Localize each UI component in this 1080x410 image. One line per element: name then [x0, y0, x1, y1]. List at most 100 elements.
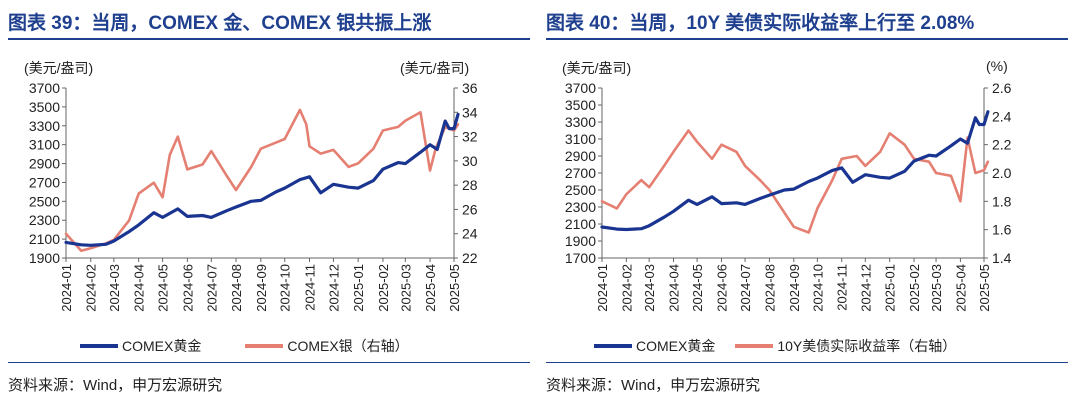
x-axis-tick-label: 2024-09 [787, 264, 802, 312]
x-axis-tick-label: 2025-01 [883, 264, 898, 312]
right-axis-tick-label: 24 [462, 226, 478, 242]
chart-legend: COMEX黄金 10Y美债实际收益率（右轴） [594, 336, 956, 356]
chart-title: 图表 39：当周，COMEX 金、COMEX 银共振上涨 [8, 13, 432, 34]
x-axis-tick-label: 2024-05 [156, 264, 171, 312]
legend-label-gold: COMEX黄金 [636, 338, 716, 354]
series-line-silver [64, 108, 460, 252]
x-axis-tick-label: 2025-03 [398, 264, 413, 312]
right-axis-tick-label: 36 [462, 80, 478, 96]
chart-plot: 1900 2100 2300 2500 2700 2900 3100 3300 3500 3700… [29, 80, 478, 312]
series-line-gold [600, 110, 990, 232]
left-axis-tick-label: 3100 [29, 137, 60, 153]
chart-panel-gold-real-yield: 图表 40：当周，10Y 美债实际收益率上行至 2.08% 1700 1900 21… [546, 0, 1068, 410]
x-axis-tick-label: 2025-04 [953, 264, 968, 312]
x-axis-tick-label: 2024-12 [858, 264, 873, 312]
x-axis-tick-label: 2024-10 [810, 264, 825, 312]
x-axis-tick-label: 2025-02 [907, 264, 922, 312]
legend-label-gold: COMEX黄金 [122, 338, 202, 354]
left-axis-tick-label: 3300 [29, 118, 60, 134]
title-underline [546, 38, 1068, 40]
left-axis-tick-label: 2700 [29, 174, 60, 190]
x-axis-tick-label: 2024-02 [619, 264, 634, 312]
right-axis-tick-label: 1.8 [992, 193, 1012, 209]
right-axis-tick-label: 34 [462, 104, 478, 120]
x-axis-tick-label: 2024-01 [595, 264, 610, 312]
left-axis-tick-label: 3500 [29, 99, 60, 115]
source-note: 资料来源：Wind，申万宏源研究 [546, 377, 761, 394]
left-axis-tick-label: 1900 [565, 233, 596, 249]
footer-rule [546, 362, 1068, 363]
chart-legend: COMEX黄金 COMEX银（右轴） [80, 336, 409, 356]
title-underline [8, 38, 530, 40]
right-axis-unit: (美元/盎司) [400, 60, 470, 76]
legend-swatch-silver [245, 344, 284, 348]
left-axis-tick-label: 2300 [29, 212, 60, 228]
x-axis-tick-label: 2024-06 [714, 264, 729, 312]
x-axis-tick-label: 2024-10 [278, 264, 293, 312]
left-axis-tick-label: 2700 [565, 165, 596, 181]
chart-title: 图表 40：当周，10Y 美债实际收益率上行至 2.08% [546, 13, 975, 34]
legend-swatch-gold [594, 344, 632, 348]
right-axis-tick-label: 1.4 [992, 250, 1012, 266]
left-axis-tick-label: 3300 [565, 114, 596, 130]
left-axis-tick-label: 2100 [29, 231, 60, 247]
x-axis-tick-label: 2024-08 [762, 264, 777, 312]
legend-swatch-gold [80, 344, 118, 348]
footer-rule [8, 362, 530, 363]
x-axis-tick-label: 2025-05 [447, 264, 462, 312]
series-line-gold [64, 112, 460, 247]
x-axis-tick-label: 2024-06 [180, 264, 195, 312]
chart-panel-gold-silver: 图表 39：当周，COMEX 金、COMEX 银共振上涨 1900 2100 230… [8, 0, 530, 410]
right-axis-tick-label: 22 [462, 250, 478, 266]
x-axis-tick-label: 2025-01 [351, 264, 366, 312]
chart-plot: 1700190021002300250027002900310033003500… [565, 80, 1012, 312]
x-axis-tick-label: 2025-02 [376, 264, 391, 312]
legend-swatch-real-yield [735, 344, 774, 348]
left-axis-tick-label: 2500 [29, 193, 60, 209]
left-axis-tick-label: 2900 [29, 156, 60, 172]
x-axis-tick-label: 2024-01 [59, 264, 74, 312]
right-axis-tick-label: 28 [462, 177, 478, 193]
left-axis-tick-label: 2100 [565, 216, 596, 232]
right-axis-tick-label: 32 [462, 129, 478, 145]
x-axis-tick-label: 2025-05 [977, 264, 992, 312]
right-axis-unit: (%) [986, 58, 1008, 74]
left-axis-tick-label: 1700 [565, 250, 596, 266]
right-axis-tick-label: 2.0 [992, 165, 1012, 181]
right-axis-tick-label: 2.4 [992, 108, 1012, 124]
left-axis-tick-label: 3700 [29, 80, 60, 96]
x-axis-tick-label: 2024-07 [204, 264, 219, 312]
x-axis-tick-label: 2024-04 [667, 264, 682, 312]
x-axis-tick-label: 2025-03 [929, 264, 944, 312]
x-axis-tick-label: 2024-11 [302, 264, 317, 311]
x-axis-tick-label: 2024-11 [835, 264, 850, 311]
right-axis-tick-label: 1.6 [992, 222, 1012, 238]
legend-label-silver: COMEX银（右轴） [287, 338, 409, 354]
legend-label-real-yield: 10Y美债实际收益率（右轴） [777, 338, 957, 354]
x-axis-tick-label: 2024-03 [107, 264, 122, 312]
x-axis-tick-label: 2024-04 [132, 264, 147, 312]
left-axis-unit: (美元/盎司) [562, 60, 632, 76]
left-axis-unit: (美元/盎司) [24, 60, 94, 76]
x-axis-tick-label: 2024-07 [738, 264, 753, 312]
right-axis-tick-label: 26 [462, 201, 478, 217]
source-note: 资料来源：Wind，申万宏源研究 [8, 377, 223, 394]
right-axis-tick-label: 30 [462, 153, 478, 169]
right-axis-tick-label: 2.2 [992, 137, 1012, 153]
x-axis-tick-label: 2024-09 [254, 264, 269, 312]
x-axis-tick-label: 2024-03 [642, 264, 657, 312]
left-axis-tick-label: 3500 [565, 97, 596, 113]
series-line-real-yield [600, 129, 990, 234]
x-axis-tick-label: 2024-08 [229, 264, 244, 312]
right-axis-tick-label: 2.6 [992, 80, 1012, 96]
left-axis-tick-label: 1900 [29, 250, 60, 266]
x-axis-tick-label: 2025-04 [423, 264, 438, 312]
x-axis-tick-label: 2024-05 [690, 264, 705, 312]
left-axis-tick-label: 2500 [565, 182, 596, 198]
left-axis-tick-label: 3700 [565, 80, 596, 96]
x-axis-tick-label: 2024-02 [84, 264, 99, 312]
left-axis-tick-label: 3100 [565, 131, 596, 147]
left-axis-tick-label: 2900 [565, 148, 596, 164]
x-axis-tick-label: 2024-12 [326, 264, 341, 312]
left-axis-tick-label: 2300 [565, 199, 596, 215]
